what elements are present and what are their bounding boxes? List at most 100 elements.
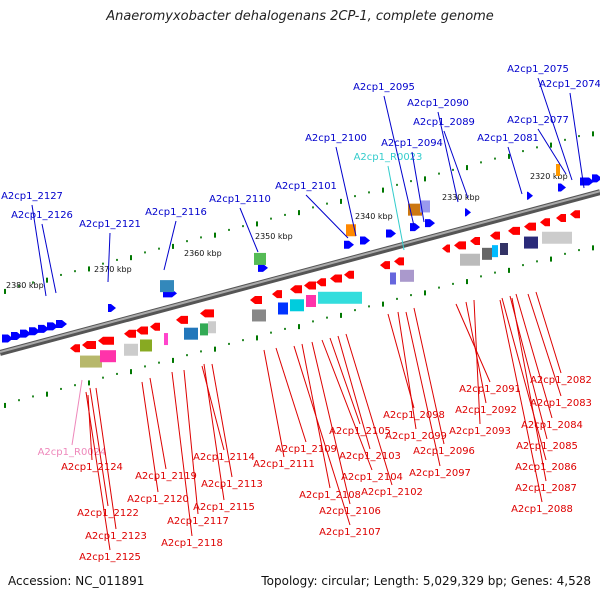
reverse-gene-arrow xyxy=(442,244,450,253)
gene-label-leader xyxy=(107,232,111,283)
gene-label: A2cp1_2127 xyxy=(1,191,63,202)
gene-label-leader xyxy=(163,220,177,271)
scale-dot-upper xyxy=(172,243,174,249)
gene-label: A2cp1_2123 xyxy=(85,531,147,542)
gene-label-leader xyxy=(465,301,487,404)
scale-dot-upper xyxy=(270,217,272,220)
protein-domain-block xyxy=(100,350,116,363)
forward-gene-arrow xyxy=(47,322,58,331)
gene-label: A2cp1_2100 xyxy=(305,133,367,144)
gene-label: A2cp1_2084 xyxy=(521,420,583,431)
scale-label: 2380 kbp xyxy=(6,281,44,290)
reverse-gene-arrow xyxy=(540,218,550,227)
scale-dot-lower xyxy=(424,290,426,296)
protein-domain-block xyxy=(200,323,208,336)
forward-gene-arrow xyxy=(344,240,354,249)
scale-dot-lower xyxy=(4,402,6,408)
forward-gene-arrow xyxy=(360,236,370,245)
scale-dot-lower xyxy=(550,256,552,262)
scale-dot-upper xyxy=(4,288,6,294)
scale-dot-lower xyxy=(452,282,454,285)
scale-dot-lower xyxy=(354,309,356,312)
gene-label: A2cp1_2115 xyxy=(193,502,255,513)
gene-label: A2cp1_R0024 xyxy=(38,447,107,458)
gene-label-leader xyxy=(71,379,83,446)
gene-label: A2cp1_2103 xyxy=(339,451,401,462)
gene-label: A2cp1_2075 xyxy=(507,64,569,75)
gene-label: A2cp1_2099 xyxy=(385,431,447,442)
reverse-gene-arrow xyxy=(136,326,148,335)
gene-label: A2cp1_2088 xyxy=(511,504,573,515)
gene-label-leader xyxy=(537,77,573,181)
protein-domain-block xyxy=(290,299,304,312)
gene-label: A2cp1_2083 xyxy=(530,398,592,409)
gene-label-leader xyxy=(499,299,543,503)
protein-domain-block xyxy=(306,294,316,307)
gene-label-leader xyxy=(405,311,441,467)
scale-dot-lower xyxy=(214,346,216,352)
scale-dot-lower xyxy=(172,357,174,363)
scale-dot-lower xyxy=(480,275,482,278)
gene-label-leader xyxy=(507,146,523,195)
gene-label: A2cp1_2126 xyxy=(11,210,73,221)
scale-dot-lower xyxy=(270,331,272,334)
scale-dot-upper xyxy=(550,142,552,148)
gene-label-leader xyxy=(345,333,393,486)
scale-dot-lower xyxy=(256,335,258,341)
gene-label: A2cp1_2090 xyxy=(407,98,469,109)
gene-label-leader xyxy=(321,339,373,471)
reverse-gene-arrow xyxy=(82,341,96,350)
protein-domain-block xyxy=(80,355,102,368)
scale-dot-upper xyxy=(284,213,286,216)
gene-label: A2cp1_2081 xyxy=(477,133,539,144)
accession-text: Accession: NC_011891 xyxy=(8,574,145,588)
reverse-gene-arrow xyxy=(272,290,282,299)
scale-label: 2330 kbp xyxy=(442,193,480,202)
scale-dot-upper xyxy=(382,187,384,193)
reverse-gene-arrow xyxy=(250,296,262,304)
reverse-gene-arrow xyxy=(304,281,316,290)
scale-dot-upper xyxy=(522,150,524,153)
scale-dot-lower xyxy=(46,391,48,397)
scale-dot-lower xyxy=(18,399,20,402)
scale-dot-upper xyxy=(228,228,230,231)
scale-dot-lower xyxy=(116,372,118,375)
scale-dot-lower xyxy=(382,301,384,307)
gene-label-leader xyxy=(275,347,307,443)
scale-dot-upper xyxy=(578,135,580,138)
protein-domain-block xyxy=(124,343,138,356)
protein-domain-block xyxy=(140,339,152,352)
scale-dot-upper xyxy=(438,172,440,175)
gene-label-leader xyxy=(535,291,562,374)
gene-label-leader xyxy=(397,311,417,430)
scale-dot-upper xyxy=(564,138,566,141)
gene-label: A2cp1_2109 xyxy=(275,444,337,455)
gene-label: A2cp1_2104 xyxy=(341,472,403,483)
scale-dot-upper xyxy=(368,191,370,194)
scale-dot-lower xyxy=(102,376,104,379)
gene-label-leader xyxy=(411,151,425,223)
scale-dot-upper xyxy=(102,262,104,265)
scale-dot-lower xyxy=(158,361,160,364)
reverse-gene-arrow xyxy=(470,237,480,246)
forward-gene-arrow xyxy=(465,208,471,217)
scale-label: 2340 kbp xyxy=(355,212,393,221)
scale-dot-upper xyxy=(214,232,216,238)
scale-dot-upper xyxy=(144,251,146,254)
scale-dot-upper xyxy=(340,198,342,204)
scale-dot-upper xyxy=(326,202,328,205)
scale-dot-upper xyxy=(158,247,160,250)
forward-gene-arrow xyxy=(56,319,67,328)
scale-dot-upper xyxy=(242,225,244,228)
scale-dot-upper xyxy=(186,240,188,243)
gene-label: A2cp1_2093 xyxy=(449,426,511,437)
gene-label-leader xyxy=(141,381,159,493)
scale-dot-upper xyxy=(298,210,300,216)
gene-label-leader xyxy=(455,303,491,383)
gene-label-leader xyxy=(515,293,553,419)
gene-label-leader xyxy=(569,92,585,189)
scale-dot-lower xyxy=(340,312,342,318)
scale-dot-lower xyxy=(144,365,146,368)
gene-label-leader xyxy=(383,95,415,227)
